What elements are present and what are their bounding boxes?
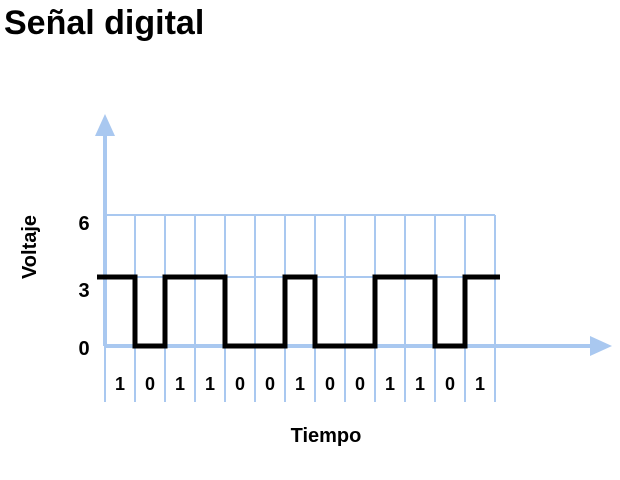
page-title: Señal digital [4, 4, 205, 42]
bit-label: 1 [115, 374, 125, 394]
bit-label: 0 [355, 374, 365, 394]
axes [95, 114, 612, 356]
bit-label: 0 [145, 374, 155, 394]
signal-waveform [97, 274, 500, 349]
bit-label: 0 [325, 374, 335, 394]
bit-label: 1 [205, 374, 215, 394]
bit-label: 1 [175, 374, 185, 394]
bit-label: 1 [475, 374, 485, 394]
y-tick-label-6: 6 [78, 213, 89, 235]
bit-label: 1 [415, 374, 425, 394]
y-axis-arrow-icon [95, 114, 115, 136]
bit-label: 0 [265, 374, 275, 394]
bit-label: 0 [445, 374, 455, 394]
y-tick-label-0: 0 [78, 338, 89, 360]
bit-label: 1 [385, 374, 395, 394]
x-axis-arrow-icon [590, 336, 612, 356]
y-axis-label: Voltaje [19, 215, 41, 279]
y-tick-label-3: 3 [78, 280, 89, 302]
x-axis-label: Tiempo [291, 425, 362, 447]
bit-label: 0 [235, 374, 245, 394]
bit-label: 1 [295, 374, 305, 394]
